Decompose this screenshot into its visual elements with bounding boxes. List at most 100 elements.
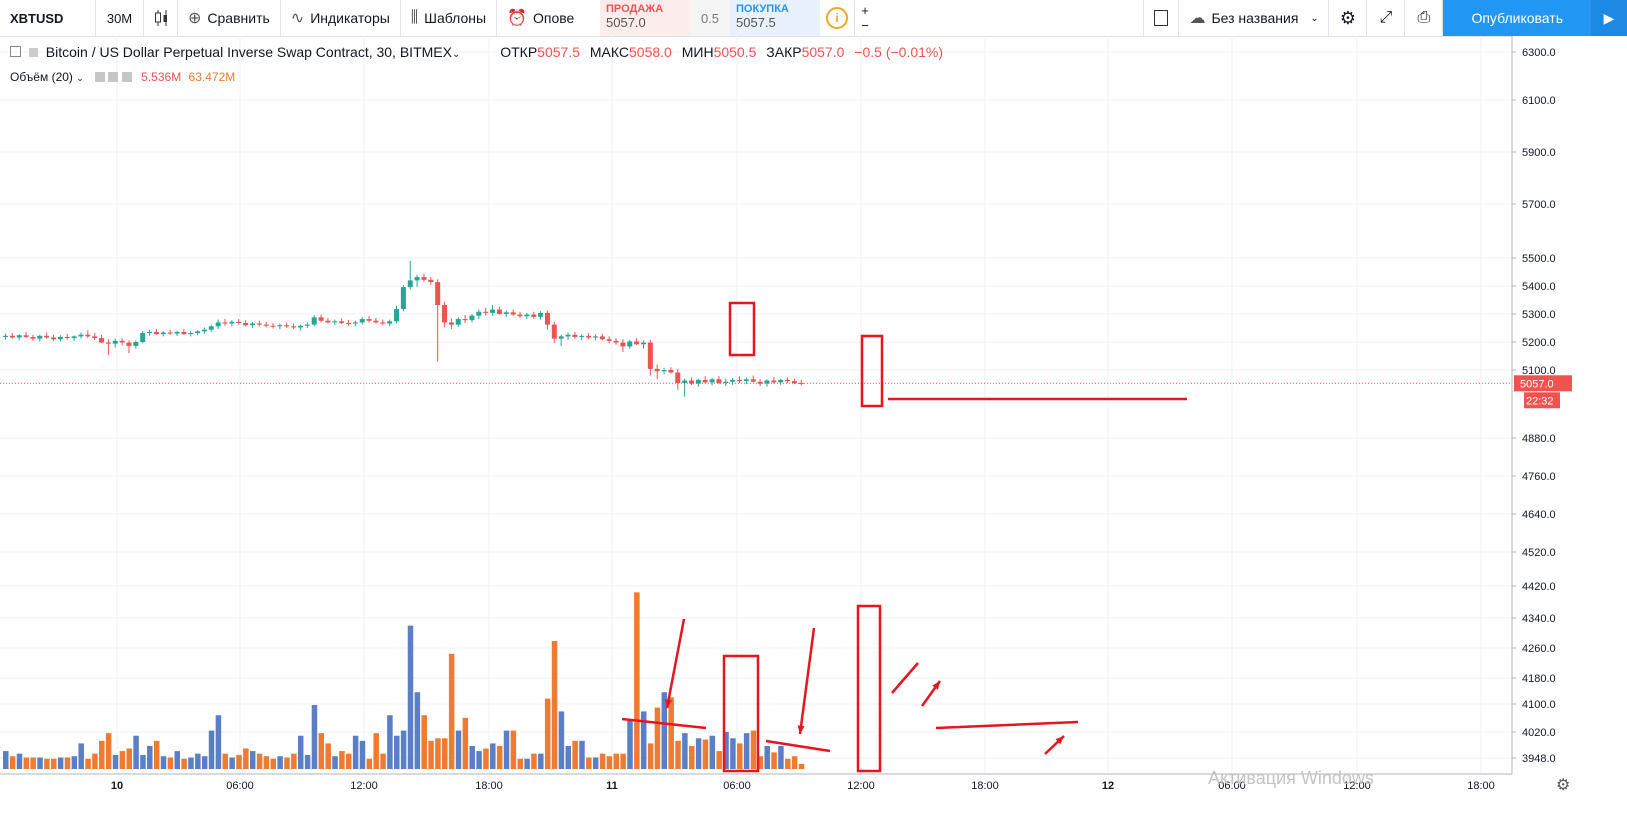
annotation-arrowhead bbox=[797, 725, 805, 734]
annotation-line bbox=[665, 618, 686, 709]
price-tick-label: 5200.0 bbox=[1522, 337, 1556, 349]
time-tick-label: 18:00 bbox=[971, 780, 999, 792]
interval-button[interactable]: 30М bbox=[96, 0, 144, 36]
volume-bar bbox=[174, 751, 180, 769]
templates-button[interactable]: ⫼ Шаблоны bbox=[401, 0, 498, 36]
volume-bar bbox=[373, 733, 379, 769]
volume-bar bbox=[620, 753, 626, 769]
annotation-line bbox=[621, 717, 707, 730]
indicators-button[interactable]: ∿ Индикаторы bbox=[281, 0, 401, 36]
volume-bar bbox=[85, 758, 91, 769]
volume-bar bbox=[105, 733, 112, 769]
publish-button[interactable]: Опубликовать bbox=[1443, 0, 1591, 36]
volume-bar bbox=[627, 720, 633, 769]
alerts-button[interactable]: ⏰ Опове bbox=[497, 0, 584, 36]
quantity-minus-button[interactable]: − bbox=[861, 18, 869, 33]
buy-button[interactable]: ПОКУПКА 5057.5 bbox=[730, 0, 820, 36]
volume-bar bbox=[249, 751, 256, 769]
volume-bar bbox=[51, 758, 57, 769]
candle-body bbox=[496, 309, 502, 314]
layout-name-button[interactable]: ☁ Без названия ⌄ bbox=[1179, 0, 1330, 36]
candle-body bbox=[771, 380, 777, 383]
volume-bar bbox=[421, 715, 427, 769]
gear-icon: ⚙ bbox=[1339, 7, 1357, 28]
time-tick-label: 12:00 bbox=[1343, 780, 1371, 792]
last-price-label: 5057.0 bbox=[1520, 378, 1554, 390]
candle-body bbox=[133, 342, 139, 346]
candle-body bbox=[730, 379, 736, 382]
candle-body bbox=[592, 336, 598, 338]
sell-button[interactable]: ПРОДАЖА 5057.0 bbox=[600, 0, 690, 36]
fullscreen-button[interactable]: ⤢ bbox=[1367, 0, 1406, 36]
volume-bar bbox=[387, 715, 393, 769]
publish-menu-button[interactable]: ▶ bbox=[1591, 0, 1627, 36]
sell-label: ПРОДАЖА bbox=[606, 3, 664, 15]
price-tick-label: 5500.0 bbox=[1522, 253, 1556, 265]
candle-body bbox=[222, 322, 228, 324]
volume-bar bbox=[572, 740, 578, 769]
quantity-plus-button[interactable]: + bbox=[861, 3, 869, 18]
candle-body bbox=[188, 333, 194, 335]
candle-body bbox=[743, 379, 749, 382]
camera-icon: ⎙ bbox=[1417, 9, 1431, 26]
close-icon[interactable] bbox=[121, 72, 132, 82]
candle-body bbox=[778, 379, 784, 383]
candle-body bbox=[92, 336, 98, 339]
volume-bar bbox=[469, 745, 475, 769]
volume-bar bbox=[64, 757, 71, 769]
volume-bar bbox=[579, 740, 585, 769]
volume-bar bbox=[592, 757, 599, 769]
low-value: 5050.5 bbox=[713, 44, 757, 60]
candle-body bbox=[346, 322, 351, 324]
interval-label: 30М bbox=[106, 10, 133, 26]
chart-grid bbox=[0, 36, 1512, 774]
volume-bar bbox=[325, 743, 331, 769]
settings-icon[interactable] bbox=[108, 72, 119, 82]
time-tick-label: 11 bbox=[606, 780, 618, 792]
settings-button[interactable]: ⚙ bbox=[1329, 0, 1368, 36]
compare-button[interactable]: ⊕ Сравнить bbox=[178, 0, 281, 36]
volume-bar bbox=[208, 730, 215, 769]
volume-label[interactable]: Объём (20) bbox=[10, 70, 73, 84]
volume-bar bbox=[764, 745, 770, 769]
open-value: 5057.5 bbox=[537, 44, 580, 60]
volume-bar bbox=[181, 758, 187, 769]
volume-bar bbox=[606, 756, 613, 769]
symbol-title[interactable]: Bitcoin / US Dollar Perpetual Inverse Sw… bbox=[45, 44, 452, 60]
fullscreen-toggle-button[interactable] bbox=[1143, 0, 1180, 36]
change-value: −0.5 (−0.01%) bbox=[854, 44, 944, 60]
snapshot-button[interactable]: ⎙ bbox=[1405, 0, 1444, 36]
chevron-down-icon[interactable]: ⌄ bbox=[76, 73, 84, 83]
volume-bar bbox=[791, 756, 798, 769]
candle-body bbox=[181, 331, 187, 335]
templates-label: Шаблоны bbox=[424, 10, 487, 26]
chart-type-button[interactable] bbox=[144, 0, 178, 36]
eye-icon[interactable] bbox=[95, 72, 106, 82]
chevron-down-icon[interactable]: ⌄ bbox=[451, 49, 461, 60]
play-icon: ▶ bbox=[1603, 9, 1615, 26]
annotation-arrowhead bbox=[665, 699, 672, 708]
price-tick-label: 5100.0 bbox=[1522, 365, 1556, 377]
candle-body bbox=[332, 321, 338, 323]
candle-body bbox=[421, 277, 427, 280]
candle-body bbox=[709, 379, 715, 383]
volume-bar bbox=[147, 745, 153, 769]
price-chart[interactable]: 6300.0 6100.0 5900.0 5700.0 5500.0 5400.0 5300… bbox=[0, 36, 1627, 824]
volume-bar bbox=[92, 753, 98, 769]
time-tick-label: 12:00 bbox=[350, 780, 378, 792]
info-button[interactable]: i bbox=[820, 0, 854, 36]
time-tick-label: 12 bbox=[1102, 780, 1114, 792]
volume-bar bbox=[442, 738, 448, 769]
candle-body bbox=[215, 322, 221, 327]
expand-icon: ⤢ bbox=[1379, 9, 1393, 26]
symbol-search[interactable]: XBTUSD bbox=[0, 0, 96, 36]
candle-body bbox=[462, 319, 468, 321]
collapse-icon[interactable] bbox=[10, 46, 21, 57]
volume-ma-value: 63.472M bbox=[188, 70, 236, 84]
volume-bar bbox=[140, 754, 146, 769]
volume-bar bbox=[798, 763, 805, 769]
candle-body bbox=[647, 342, 653, 369]
volume-bar bbox=[394, 735, 400, 769]
volume-bar bbox=[476, 751, 482, 769]
candle-body bbox=[394, 308, 400, 322]
